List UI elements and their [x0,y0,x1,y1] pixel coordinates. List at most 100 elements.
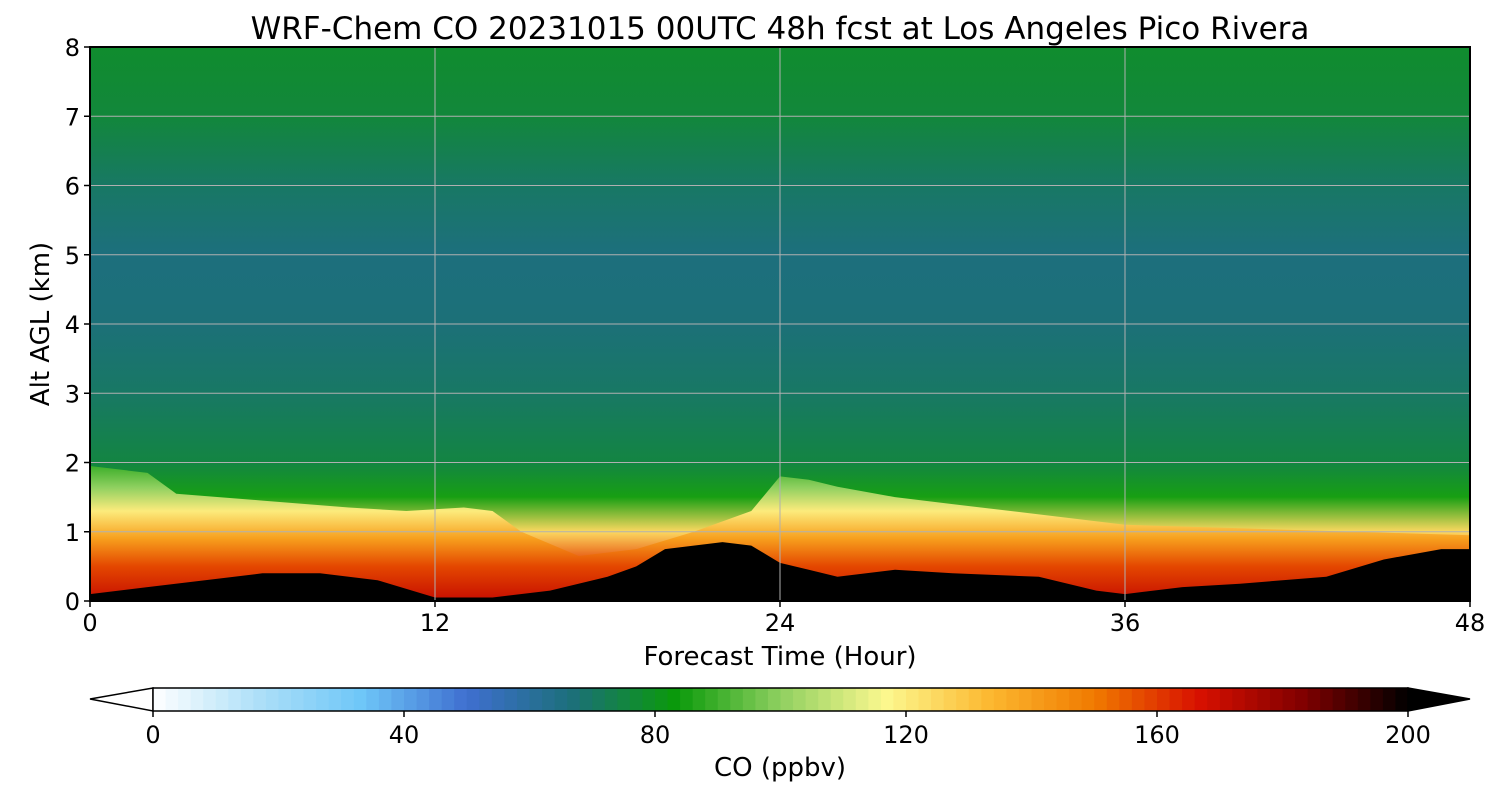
x-tick-label: 48 [1455,609,1486,637]
colorbar-swatch [818,688,832,711]
colorbar-swatch [981,688,995,711]
x-tick-label: 36 [1110,609,1141,637]
colorbar-swatch [793,688,807,711]
colorbar-swatch [1232,688,1246,711]
colorbar-tick-label: 80 [640,721,671,749]
colorbar-swatch [1345,688,1359,711]
colorbar-swatch [1382,688,1397,711]
colorbar-swatch [717,688,731,711]
colorbar-swatch [855,688,869,711]
colorbar-swatch [629,688,644,711]
colorbar-swatch [1269,688,1284,711]
colorbar-swatch [1244,688,1258,711]
colorbar-swatch [479,688,493,711]
colorbar-tick-label: 120 [883,721,929,749]
colorbar-swatch [554,688,568,711]
x-axis-ticks: 0 12 24 36 48 [82,601,1485,637]
colorbar-swatch [265,688,280,711]
colorbar-swatch [542,688,556,711]
colorbar-swatch [767,688,782,711]
colorbar-swatch [1370,688,1384,711]
colorbar-swatch [1106,688,1120,711]
colorbar-swatch [567,688,581,711]
colorbar-swatch [667,688,681,711]
colorbar-swatch [1006,688,1020,711]
colorbar-swatch [692,688,706,711]
colorbar-tick-label: 40 [389,721,420,749]
y-tick-label: 7 [65,103,80,131]
x-tick-label: 0 [82,609,97,637]
colorbar-label: CO (ppbv) [714,753,846,783]
colorbar-swatch [642,688,656,711]
plot-area [89,46,1471,602]
colorbar-swatch [240,688,254,711]
colorbar-swatch [1031,688,1045,711]
colorbar-tick-label: 0 [145,721,160,749]
colorbar-swatch [830,688,844,711]
y-tick-label: 2 [65,450,80,478]
colorbar-swatch [604,688,618,711]
x-axis-label: Forecast Time (Hour) [643,642,916,672]
colorbar-swatch [416,688,430,711]
colorbar-swatch [278,688,292,711]
colorbar-swatch [617,688,631,711]
colorbar-swatch [1182,688,1196,711]
y-tick-label: 3 [65,380,80,408]
colorbar-swatch [516,688,531,711]
colorbar-swatch [1056,688,1070,711]
colorbar-swatch [1131,688,1146,711]
y-tick-label: 1 [65,519,80,547]
colorbar-swatch [1194,688,1208,711]
colorbar-swatch [1282,688,1296,711]
y-tick-label: 4 [65,311,80,339]
colorbar-swatch [178,688,192,711]
colorbar-swatch [655,688,669,711]
colorbar-swatch [1295,688,1309,711]
colorbar-swatch [504,688,518,711]
colorbar-swatch [1069,688,1083,711]
y-axis-label: Alt AGL (km) [26,242,56,406]
colorbar-swatch [1044,688,1058,711]
colorbar-swatch [1018,688,1033,711]
colorbar-swatch [328,688,342,711]
colorbar-swatch [805,688,819,711]
colorbar-tick-label: 200 [1385,721,1431,749]
colorbar-swatch [466,688,480,711]
colorbar-swatch [880,688,895,711]
colorbar-swatch [1157,688,1171,711]
colorbar-swatch [391,688,405,711]
colorbar: 0 40 80 120 160 200 CO (ppbv) [89,687,1471,783]
colorbar-swatch [341,688,355,711]
colorbar-tick-label: 160 [1134,721,1180,749]
colorbar-swatch [893,688,907,711]
colorbar-swatch [1307,688,1321,711]
colorbar-extend-high [1407,687,1471,712]
colorbar-swatch [906,688,920,711]
colorbar-swatch [529,688,543,711]
colorbar-swatches [153,688,1409,711]
colorbar-swatch [968,688,982,711]
colorbar-swatch [1257,688,1271,711]
colorbar-swatch [843,688,857,711]
colorbar-swatch [366,688,380,711]
x-tick-label: 24 [765,609,796,637]
colorbar-swatch [215,688,229,711]
colorbar-swatch [956,688,970,711]
colorbar-swatch [1144,688,1158,711]
colorbar-swatch [592,688,606,711]
colorbar-frame [152,687,1409,712]
colorbar-swatch [291,688,305,711]
colorbar-swatch [680,688,694,711]
colorbar-swatch [190,688,204,711]
colorbar-swatch [918,688,932,711]
colorbar-swatch [868,688,882,711]
chart-title: WRF-Chem CO 20231015 00UTC 48h fcst at L… [251,11,1310,47]
colorbar-swatch [780,688,794,711]
colorbar-swatch [429,688,443,711]
colorbar-swatch [303,688,317,711]
colorbar-swatch [491,688,505,711]
colorbar-swatch [1081,688,1095,711]
colorbar-swatch [441,688,455,711]
colorbar-swatch [931,688,945,711]
colorbar-swatch [755,688,769,711]
